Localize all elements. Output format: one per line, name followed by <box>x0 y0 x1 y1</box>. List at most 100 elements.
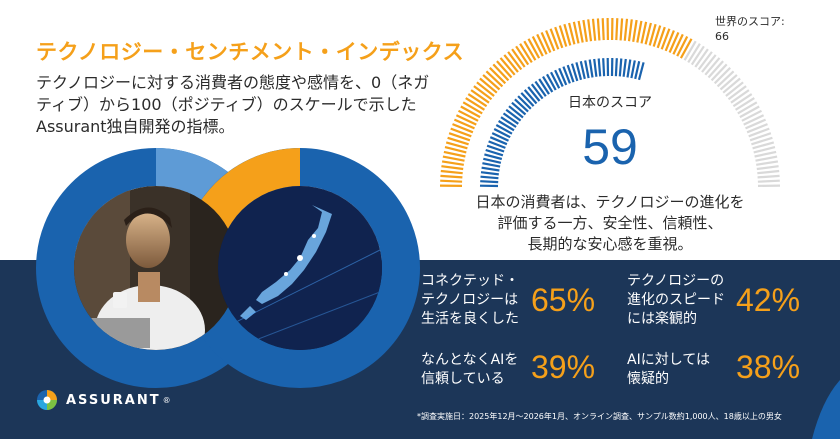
outer-gauge-segment <box>632 19 638 42</box>
inner-gauge-segment <box>514 98 529 113</box>
outer-gauge-segment <box>737 101 758 115</box>
outer-gauge-segment <box>752 141 775 150</box>
outer-gauge-segment <box>582 19 588 42</box>
outer-gauge-segment <box>470 89 490 104</box>
inner-gauge-segment <box>714 140 732 149</box>
inner-gauge-segment <box>659 71 670 89</box>
japan-digital-map-photo <box>218 186 382 350</box>
inner-gauge-segment <box>701 112 718 125</box>
outer-gauge-segment <box>440 174 463 179</box>
inner-gauge-segment <box>656 69 666 87</box>
outer-gauge-segment <box>447 136 469 146</box>
inner-gauge-segment <box>716 148 735 157</box>
inner-gauge-segment <box>649 66 658 84</box>
outer-gauge-segment <box>460 105 481 119</box>
assurant-logo-icon <box>37 390 57 410</box>
inner-gauge-segment <box>505 108 522 122</box>
outer-gauge-segment <box>704 57 721 76</box>
outer-gauge-segment <box>465 97 485 111</box>
inner-gauge-segment <box>584 60 590 79</box>
stat-line: テクノロジーの <box>627 273 725 289</box>
inner-gauge-segment <box>682 89 697 105</box>
outer-gauge-segment <box>587 19 593 42</box>
outer-gauge-segment <box>596 18 601 41</box>
outer-gauge-segment <box>489 67 507 85</box>
inner-gauge-segment <box>696 105 712 119</box>
outer-gauge-segment <box>519 43 533 63</box>
inner-gauge-segment <box>546 73 557 91</box>
inner-gauge-segment <box>618 58 623 77</box>
inner-gauge-segment <box>721 180 740 184</box>
outer-gauge-segment <box>694 48 709 68</box>
inner-gauge-segment <box>721 175 740 180</box>
logo-registered-mark: ® <box>162 395 171 405</box>
outer-gauge-segment <box>660 28 671 50</box>
outer-gauge-segment <box>511 48 526 68</box>
outer-gauge-segment <box>453 118 475 130</box>
outer-gauge-segment <box>523 40 537 61</box>
outer-gauge-segment <box>697 51 713 71</box>
inner-gauge-segment <box>486 144 505 153</box>
inner-gauge-segment <box>483 157 502 164</box>
outer-gauge-segment <box>679 38 693 59</box>
stat-connected-tech-percent: 65% <box>531 282 596 318</box>
inner-gauge-segment <box>480 175 499 180</box>
stat-connected-tech-label: コネクテッド・ テクノロジーは 生活を良くした <box>421 272 519 329</box>
outer-gauge-segment <box>701 54 717 73</box>
outer-gauge-segment <box>727 85 747 101</box>
outer-gauge-segment <box>757 179 780 183</box>
inner-gauge-segment <box>688 95 703 110</box>
outer-gauge-segment <box>719 74 738 91</box>
stat-trust-ai-percent: 39% <box>531 349 596 385</box>
inner-gauge-segment <box>493 128 511 139</box>
outer-gauge-segment <box>732 93 753 108</box>
outer-gauge-segment <box>473 85 493 101</box>
inner-gauge-segment <box>588 59 594 78</box>
outer-gauge-segment <box>531 36 544 57</box>
outer-gauge-segment <box>450 127 472 138</box>
outer-gauge-segment <box>664 30 675 52</box>
outer-gauge-segment <box>754 150 777 158</box>
inner-gauge-segment <box>517 95 532 110</box>
description-line: 日本の消費者は、テクノロジーの進化を <box>475 193 745 211</box>
inner-gauge-segment <box>542 76 554 93</box>
inner-gauge-segment <box>709 128 727 139</box>
inner-gauge-segment <box>679 86 693 102</box>
inner-gauge-segment <box>712 136 731 146</box>
inner-gauge-segment <box>707 124 725 135</box>
inner-gauge-segment <box>520 92 535 107</box>
inner-gauge-segment <box>495 124 513 135</box>
stat-skeptical-ai-label: AIに対しては 懐疑的 <box>627 351 710 389</box>
outer-gauge-segment <box>636 20 643 43</box>
inner-gauge-segment <box>523 89 538 105</box>
outer-gauge-segment <box>443 150 466 158</box>
outer-gauge-segment <box>652 25 662 47</box>
inner-gauge-segment <box>575 62 583 81</box>
assurant-logo: ASSURANT ® <box>36 389 171 411</box>
outer-gauge-segment <box>668 31 680 53</box>
outer-gauge-segment <box>725 81 744 97</box>
outer-gauge-segment <box>713 67 731 85</box>
outer-gauge-segment <box>746 123 768 134</box>
outer-gauge-segment <box>549 28 560 50</box>
inner-gauge-segment <box>666 76 678 93</box>
outer-gauge-segment <box>755 155 778 162</box>
inner-gauge-segment <box>530 83 544 100</box>
survey-footnote: *調査実施日：2025年12月～2026年1月、オンライン調査、サンプル数約1,… <box>417 412 782 421</box>
inner-gauge-segment <box>637 62 645 81</box>
outer-gauge-segment <box>563 23 572 46</box>
description-line: 長期的な安心感を重視。 <box>527 235 693 253</box>
inner-gauge-segment <box>693 101 709 116</box>
inner-gauge-segment <box>717 153 736 161</box>
stat-tech-speed-percent: 42% <box>736 282 801 318</box>
stat-line: AIに対しては <box>627 352 711 368</box>
japan-score-gauge <box>479 57 741 188</box>
outer-gauge-segment <box>751 136 773 146</box>
outer-gauge-segment <box>615 18 619 41</box>
page-subtitle: テクノロジーに対する消費者の態度や感情を、0（ネガティブ）から100（ポジティブ… <box>36 73 430 136</box>
world-score-gauge <box>439 17 781 187</box>
outer-gauge-segment <box>482 74 501 91</box>
inner-gauge-segment <box>482 162 501 168</box>
inner-gauge-segment <box>673 80 686 97</box>
outer-gauge-segment <box>441 165 464 171</box>
